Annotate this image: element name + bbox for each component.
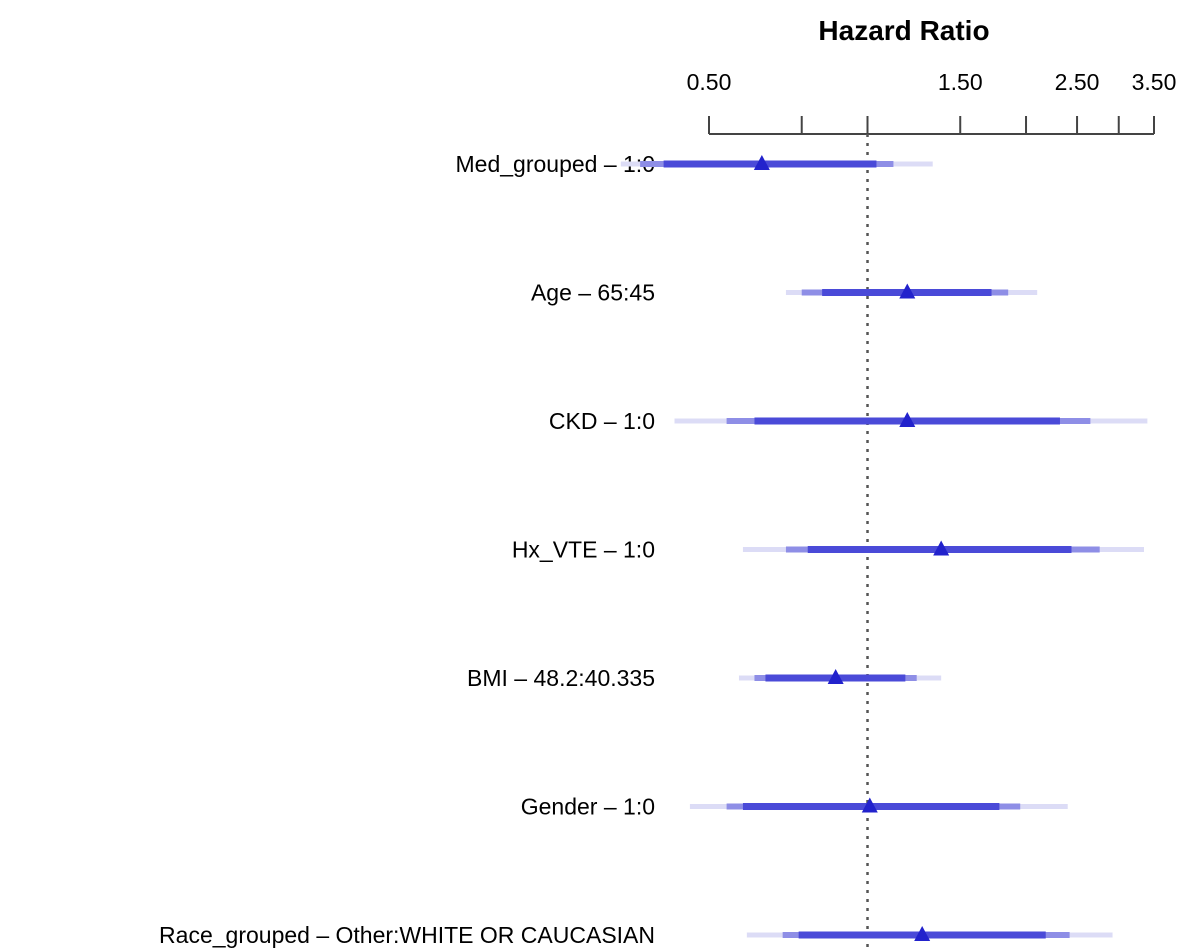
- row-label: Race_grouped – Other:WHITE OR CAUCASIAN: [159, 922, 655, 948]
- forest-row: Hx_VTE – 1:0: [512, 537, 1144, 563]
- hazard-ratio-marker: [933, 540, 950, 556]
- x-tick-label: 2.50: [1055, 69, 1100, 95]
- row-label: Age – 65:45: [531, 280, 655, 306]
- x-tick-label: 3.50: [1132, 69, 1177, 95]
- row-label: Hx_VTE – 1:0: [512, 537, 655, 563]
- hazard-ratio-marker: [827, 669, 844, 684]
- row-label: BMI – 48.2:40.335: [467, 665, 655, 691]
- x-axis: 0.50 1.50 2.50 3.50: [687, 69, 1177, 135]
- forest-row: Age – 65:45: [531, 280, 1038, 306]
- row-label: CKD – 1:0: [549, 408, 655, 434]
- hazard-ratio-marker: [861, 797, 878, 813]
- x-tick-label: 1.50: [938, 69, 983, 95]
- hazard-ratio-marker: [899, 412, 916, 427]
- row-label: Gender – 1:0: [521, 794, 655, 820]
- forest-row: Race_grouped – Other:WHITE OR CAUCASIAN: [159, 922, 1113, 948]
- hazard-ratio-marker: [753, 155, 770, 170]
- hazard-ratio-marker: [914, 926, 931, 941]
- x-tick-label: 0.50: [687, 69, 732, 95]
- forest-row: CKD – 1:0: [549, 408, 1148, 434]
- rows: Med_grouped – 1:0 Age – 65:45 CKD – 1:0 Hx_…: [159, 151, 1148, 948]
- hazard-ratio-marker: [899, 283, 916, 299]
- forest-row: Med_grouped – 1:0: [456, 151, 933, 177]
- forest-row: BMI – 48.2:40.335: [467, 665, 942, 691]
- forest-row: Gender – 1:0: [521, 794, 1068, 820]
- chart-title: Hazard Ratio: [818, 15, 989, 46]
